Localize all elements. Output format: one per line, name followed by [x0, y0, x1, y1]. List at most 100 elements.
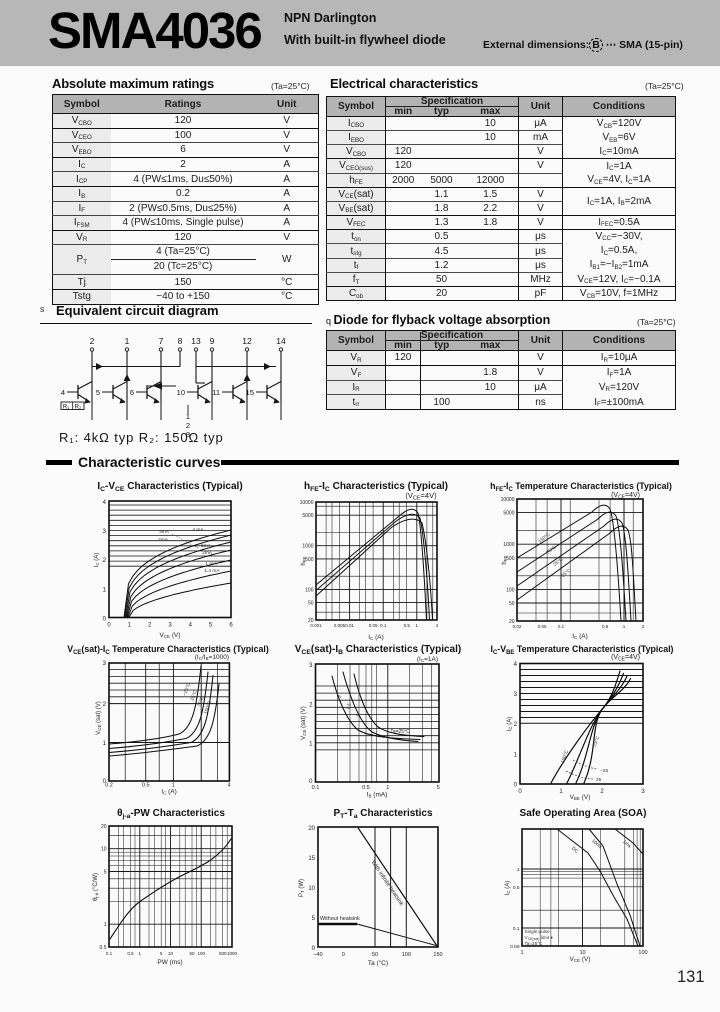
svg-text:150°C: 150°C	[560, 749, 570, 764]
svg-text:10: 10	[168, 951, 174, 956]
svg-text:1: 1	[517, 867, 520, 873]
svg-text:100: 100	[197, 951, 205, 956]
svg-text:1.5: 1.5	[345, 702, 353, 711]
svg-text:1: 1	[103, 741, 107, 747]
svg-text:4 mA: 4 mA	[192, 527, 204, 533]
svg-text:8: 8	[186, 430, 190, 439]
svg-text:Single pulse: Single pulse	[525, 929, 550, 934]
svg-text:0: 0	[103, 779, 107, 785]
svg-text:−25°C: −25°C	[558, 567, 573, 580]
svg-text:12: 12	[242, 336, 252, 346]
svg-text:2: 2	[90, 336, 95, 346]
svg-text:14: 14	[276, 336, 286, 346]
svg-text:2: 2	[600, 789, 604, 795]
svg-text:0.5: 0.5	[100, 945, 107, 951]
svg-text:6: 6	[229, 623, 233, 629]
svg-text:5: 5	[437, 785, 440, 791]
svg-text:11: 11	[212, 388, 220, 397]
svg-text:3: 3	[514, 692, 518, 698]
svg-text:(VCE=4V): (VCE=4V)	[405, 491, 437, 501]
svg-text:0: 0	[514, 782, 518, 788]
svg-text:75°C: 75°C	[545, 544, 558, 556]
svg-text:3: 3	[309, 663, 313, 669]
svg-text:0: 0	[107, 623, 111, 629]
svg-text:5: 5	[104, 870, 107, 876]
svg-text:0.1: 0.1	[106, 951, 113, 956]
svg-text:0.1: 0.1	[380, 623, 387, 628]
svg-text:2: 2	[337, 694, 344, 699]
svg-text:25°C: 25°C	[552, 556, 565, 568]
svg-text:hFE: hFE	[301, 556, 307, 565]
svg-text:PT​-Ta​ Characteristics: PT​-Ta​ Characteristics	[333, 808, 433, 820]
svg-text:0: 0	[309, 779, 313, 785]
svg-text:1: 1	[386, 785, 389, 791]
svg-text:5: 5	[209, 623, 213, 629]
svg-text:2: 2	[309, 702, 313, 708]
svg-text:3: 3	[168, 623, 172, 629]
svg-text:1: 1	[139, 951, 142, 956]
svg-text:θj-a​-PW Characteristics: θj-a​-PW Characteristics	[117, 808, 225, 820]
svg-text:500: 500	[219, 951, 227, 956]
svg-text:hFE​-IC​ Characteristics (Typi: hFE​-IC​ Characteristics (Typical)	[304, 481, 448, 493]
svg-text:IC (A): IC (A)	[94, 553, 100, 568]
svg-text:1: 1	[172, 783, 175, 789]
svg-text:Ta=25°C: Ta=25°C	[525, 941, 543, 946]
svg-text:VCE (sat) (V): VCE (sat) (V)	[301, 706, 307, 740]
svg-text:3mA: 3mA	[159, 529, 170, 535]
svg-text:VBE (V): VBE (V)	[570, 794, 591, 801]
svg-text:50: 50	[372, 952, 378, 958]
svg-text:1: 1	[125, 336, 130, 346]
svg-text:4: 4	[514, 662, 518, 668]
svg-text:VCE (sat) (V): VCE (sat) (V)	[96, 701, 102, 735]
svg-text:20: 20	[509, 619, 515, 625]
svg-text:6: 6	[130, 388, 134, 397]
svg-text:Without heatsink: Without heatsink	[320, 916, 360, 922]
svg-text:20: 20	[101, 824, 107, 830]
svg-text:1: 1	[514, 752, 518, 758]
svg-text:VCE​(sat)-IC​ Temperature Char: VCE​(sat)-IC​ Temperature Characteristic…	[67, 644, 269, 656]
svg-text:25: 25	[596, 777, 602, 783]
svg-text:10000: 10000	[501, 497, 515, 503]
svg-text:2mA: 2mA	[158, 537, 169, 543]
svg-text:2: 2	[514, 722, 518, 728]
svg-text:0.05: 0.05	[369, 623, 378, 628]
svg-text:20: 20	[308, 618, 314, 624]
svg-text:7: 7	[159, 336, 164, 346]
svg-text:IC (A): IC (A)	[368, 634, 384, 641]
svg-text:75°C: 75°C	[196, 695, 205, 708]
svg-text:1.4 mA: 1.4 mA	[204, 568, 220, 574]
svg-text:100: 100	[305, 587, 314, 593]
svg-text:10: 10	[101, 847, 107, 853]
svg-text:1ms: 1ms	[621, 839, 632, 850]
svg-text:1: 1	[128, 623, 132, 629]
svg-text:2: 2	[186, 421, 190, 430]
svg-text:4: 4	[436, 623, 439, 628]
svg-text:0.1: 0.1	[312, 785, 320, 791]
svg-text:0.1: 0.1	[558, 624, 565, 629]
svg-text:5000: 5000	[503, 511, 514, 517]
svg-text:2: 2	[103, 702, 107, 708]
svg-text:1: 1	[416, 623, 419, 628]
svg-text:100: 100	[638, 950, 647, 956]
svg-text:θj-a (°C/W): θj-a (°C/W)	[93, 873, 99, 901]
svg-text:5: 5	[96, 388, 100, 397]
svg-text:5: 5	[160, 951, 163, 956]
svg-text:(VCE=4V): (VCE=4V)	[611, 654, 640, 662]
svg-text:10: 10	[308, 886, 315, 892]
svg-text:PW (ms): PW (ms)	[157, 959, 182, 966]
svg-text:IC​-VBE​ Temperature Character: IC​-VBE​ Temperature Characteristics (Ty…	[491, 644, 674, 656]
svg-text:0.5: 0.5	[142, 783, 150, 789]
svg-text:R₁: R₁	[63, 405, 69, 411]
svg-text:1000: 1000	[503, 542, 514, 548]
svg-text:4: 4	[61, 388, 65, 397]
svg-text:50: 50	[189, 951, 195, 956]
svg-text:1 mA: 1 mA	[205, 561, 217, 567]
svg-text:0.05: 0.05	[510, 944, 520, 950]
svg-text:0: 0	[312, 946, 316, 952]
svg-text:hFE: hFE	[502, 555, 508, 564]
svg-text:1: 1	[520, 950, 523, 956]
svg-text:15: 15	[308, 856, 315, 862]
svg-text:25°C: 25°C	[189, 689, 198, 702]
svg-text:0: 0	[103, 616, 107, 622]
svg-text:100: 100	[402, 952, 411, 958]
